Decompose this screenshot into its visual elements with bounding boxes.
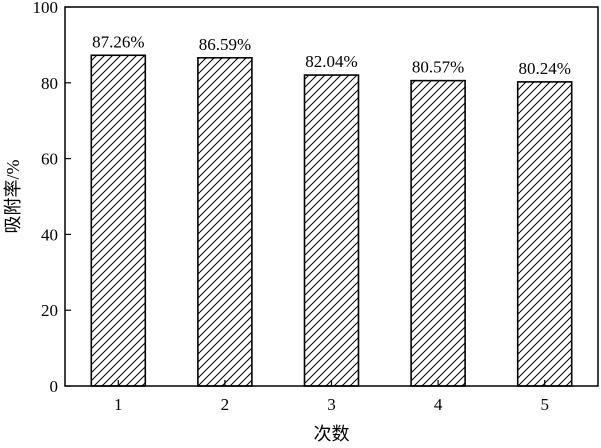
x-tick-label-4: 4 bbox=[434, 395, 443, 414]
bar-2 bbox=[197, 57, 253, 387]
y-tick-label-40: 40 bbox=[41, 225, 58, 244]
bar-5 bbox=[516, 81, 573, 387]
ticks-layer: 1 2 3 4 5 0 20 40 60 80 100 bbox=[33, 0, 549, 414]
data-label-1: 87.26% bbox=[92, 32, 144, 51]
data-label-3: 82.04% bbox=[305, 52, 357, 71]
y-tick-label-80: 80 bbox=[41, 74, 58, 93]
x-tick-label-3: 3 bbox=[327, 395, 336, 414]
data-label-5: 80.24% bbox=[518, 59, 570, 78]
data-label-2: 86.59% bbox=[199, 35, 251, 54]
x-tick-label-2: 2 bbox=[221, 395, 230, 414]
bars-layer bbox=[90, 54, 573, 387]
bar-1 bbox=[90, 54, 147, 387]
y-axis-title: 吸附率/% bbox=[3, 159, 23, 233]
x-axis-title: 次数 bbox=[314, 424, 350, 444]
x-tick-label-1: 1 bbox=[114, 395, 123, 414]
x-tick-label-5: 5 bbox=[540, 395, 549, 414]
y-tick-label-60: 60 bbox=[41, 150, 58, 169]
bar-4 bbox=[410, 79, 466, 387]
y-tick-label-20: 20 bbox=[41, 301, 58, 320]
y-tick-label-0: 0 bbox=[50, 377, 59, 396]
bar-3 bbox=[303, 74, 360, 387]
data-label-4: 80.57% bbox=[412, 58, 464, 77]
y-tick-label-100: 100 bbox=[33, 0, 59, 17]
data-labels-layer: 87.26% 86.59% 82.04% 80.57% 80.24% bbox=[92, 32, 571, 78]
